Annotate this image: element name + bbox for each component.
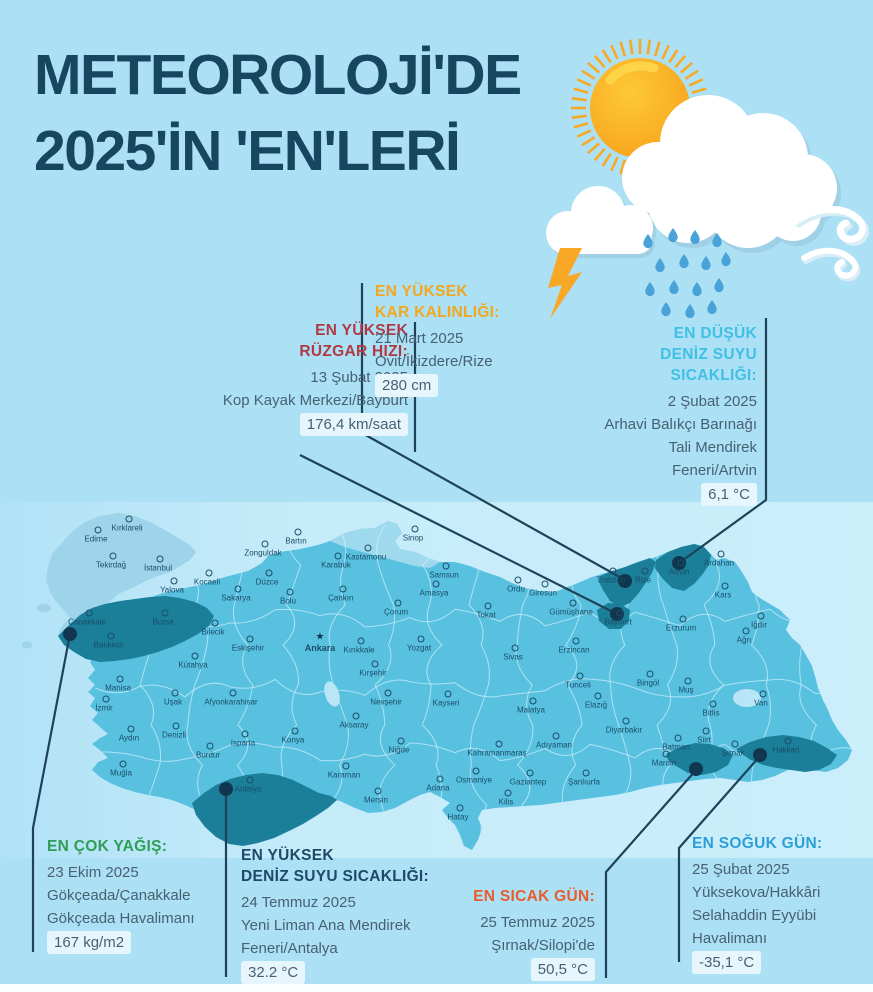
callout-line: Feneri/Antalya [241,940,338,957]
lake-tuz [324,681,340,707]
lightning-icon [548,248,582,319]
callout-line: Şırnak/Silopi'de [491,937,595,954]
title-line1: METEOROLOJİ'DE [34,43,522,107]
callout-heading: EN YÜKSEK KAR KALINLIĞI: [375,283,500,321]
callout-line: 2 Şubat 2025 [667,393,757,410]
callout-heading: EN SOĞUK GÜN: [692,835,823,852]
record-dot-Şırnak [689,762,703,776]
callout-line: Feneri/Artvin [671,462,757,479]
callout-line: Selahaddin Eyyübi [692,907,817,924]
record-dot-Artvin [672,556,686,570]
callout-heading: EN SICAK GÜN: [473,888,595,905]
region-canakkale [58,596,214,662]
weather-illustration [546,39,869,319]
bottom-strip [0,984,873,992]
record-dot-Çanakkale [63,627,77,641]
record-dot-Rize [618,574,632,588]
region-sirnak [666,743,733,775]
callout-line: Gökçeada Havalimanı [47,910,195,927]
callout-coldest-day: EN SOĞUK GÜN: 25 Şubat 2025 Yüksekova/Ha… [692,833,823,974]
big-cloud-icon [622,95,837,248]
callout-value: 280 cm [375,374,439,397]
island [37,604,51,612]
callout-lowest-sea-temp: EN DÜŞÜK DENİZ SUYU SICAKLIĞI: 2 Şubat 2… [604,323,757,506]
island [22,641,32,649]
lake-van [733,689,761,707]
callout-value: -35,1 °C [692,951,762,974]
callout-highest-sea-temp: EN YÜKSEK DENİZ SUYU SICAKLIĞI: 24 Temmu… [241,845,429,984]
callout-line: Yüksekova/Hakkâri [692,884,821,901]
callout-line: Tali Mendirek [668,439,757,456]
callout-wind-speed: EN YÜKSEK RÜZGAR HIZI: 13 Şubat 2025 Kop… [223,320,408,436]
callout-line: Yeni Liman Ana Mendirek [241,917,411,934]
callout-heading: EN ÇOK YAĞIŞ: [47,838,168,855]
map-region-anatolia [85,521,852,850]
callout-heading: EN DÜŞÜK DENİZ SUYU SICAKLIĞI: [660,325,757,384]
callout-value: 167 kg/m2 [47,931,132,954]
small-cloud-icon [546,186,653,255]
callout-line: Havalimanı [692,930,768,947]
sun-highlight [605,61,659,85]
callout-value: 50,5 °C [530,958,595,981]
callout-line: 24 Temmuz 2025 [241,894,356,911]
highlighted-provinces [58,544,837,846]
callout-snow-depth: EN YÜKSEK KAR KALINLIĞI: 21 Mart 2025 Ov… [375,281,500,397]
callout-line: 23 Ekim 2025 [47,864,139,881]
rain-icon [643,228,731,319]
record-dot-Antalya [219,782,233,796]
callout-line: 21 Mart 2025 [375,330,464,347]
callout-line: Ovit/İkizdere/Rize [375,353,493,370]
callout-line: Gökçeada/Çanakkale [47,887,191,904]
callout-most-precipitation: EN ÇOK YAĞIŞ: 23 Ekim 2025 Gökçeada/Çana… [47,836,195,954]
callout-value: 6,1 °C [701,483,757,506]
callout-value: 176,4 km/saat [299,413,408,436]
wind-icon [792,205,869,282]
callout-value: 32.2 °C [241,961,306,984]
callout-line: 25 Şubat 2025 [692,861,790,878]
callout-heading: EN YÜKSEK DENİZ SUYU SICAKLIĞI: [241,847,430,885]
callout-line: 25 Temmuz 2025 [480,914,595,931]
map-region-thrace [46,513,196,638]
callout-heading: EN YÜKSEK RÜZGAR HIZI: [299,322,408,360]
record-dot-Hakkari [753,748,767,762]
callout-hottest-day: EN SICAK GÜN: 25 Temmuz 2025 Şırnak/Silo… [473,886,595,981]
map-region-north-coast [330,521,440,568]
page-title: METEOROLOJİ'DE 2025'İN 'EN'LERİ [34,38,522,190]
callout-line: Kop Kayak Merkezi/Bayburt [222,392,408,409]
title-line2: 2025'İN 'EN'LERİ [34,118,461,183]
region-hakkari [736,735,837,772]
callout-line: Arhavi Balıkçı Barınağı [604,416,757,433]
record-dot-Bayburt [610,607,624,621]
